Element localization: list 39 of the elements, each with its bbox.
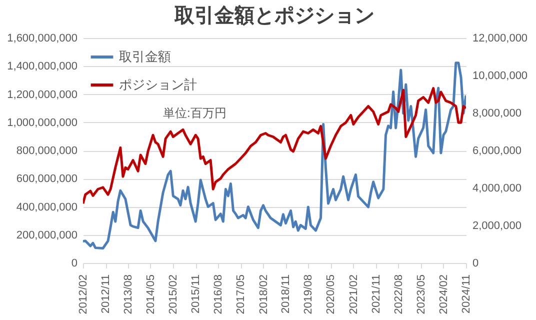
- x-tick-label: 2023/05: [415, 274, 428, 314]
- y2-tick-label: 12,000,000: [472, 32, 528, 44]
- x-tick-label: 2015/02: [168, 274, 180, 314]
- x-tick-label: 2012/02: [78, 274, 90, 314]
- y-tick-label: 1,400,000,000: [7, 60, 78, 73]
- y-tick-label: 0: [71, 258, 78, 270]
- x-tick-label: 2017/05: [235, 274, 248, 314]
- x-tick-label: 2013/08: [122, 274, 134, 314]
- x-tick-label: 2021/11: [370, 274, 382, 314]
- y-tick-label: 1,200,000,000: [7, 88, 78, 101]
- x-tick-label: 2016/08: [212, 274, 225, 314]
- x-tick-label: 2024/11: [460, 274, 472, 314]
- y2-tick-label: 10,000,000: [472, 70, 528, 82]
- x-tick-label: 2012/11: [100, 274, 112, 314]
- x-tick-label: 2014/05: [144, 274, 157, 314]
- y-tick-label: 1,000,000,000: [7, 116, 78, 129]
- y-tick-label: 1,600,000,000: [7, 32, 78, 44]
- x-tick-label: 2018/02: [258, 274, 270, 314]
- annotation: 単位:百万円: [163, 106, 226, 120]
- legend-label: ポジション計: [119, 77, 197, 92]
- y-tick-label: 600,000,000: [16, 173, 78, 186]
- y-tick-label: 200,000,000: [16, 229, 78, 242]
- y2-tick-label: 4,000,000: [472, 182, 522, 194]
- y2-tick-label: 8,000,000: [472, 108, 522, 120]
- y-tick-label: 800,000,000: [16, 145, 78, 157]
- y-tick-label: 400,000,000: [16, 201, 78, 214]
- y2-tick-label: 2,000,000: [472, 220, 522, 232]
- x-tick-label: 2019/08: [302, 274, 315, 314]
- x-tick-label: 2018/11: [280, 274, 292, 314]
- legend-label: 取引金額: [119, 49, 171, 64]
- x-tick-label: 2021/02: [348, 274, 360, 314]
- y2-tick-label: 0: [472, 258, 479, 270]
- x-tick-label: 2022/08: [392, 274, 405, 314]
- x-tick-label: 2020/05: [325, 274, 338, 314]
- x-tick-label: 2015/11: [190, 274, 202, 314]
- chart-title: 取引金額とポジション: [174, 4, 374, 27]
- x-tick-label: 2024/02: [438, 274, 450, 314]
- line-series: [83, 62, 466, 250]
- y2-tick-label: 6,000,000: [472, 145, 522, 157]
